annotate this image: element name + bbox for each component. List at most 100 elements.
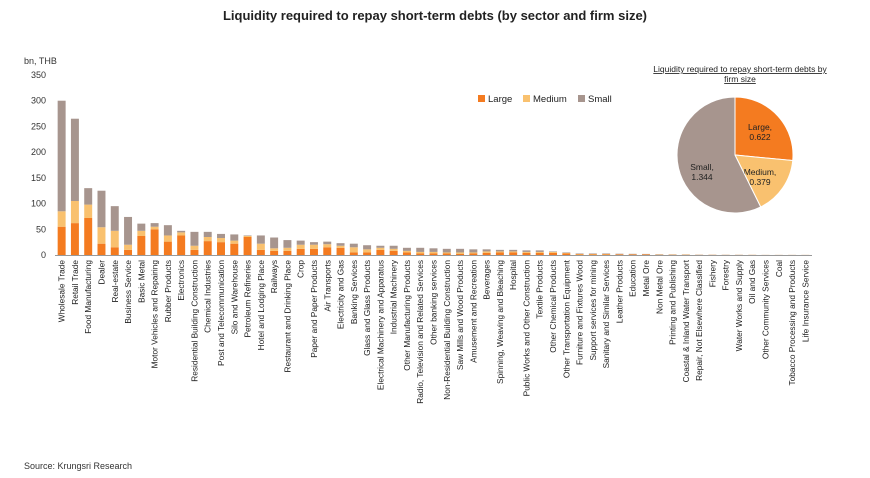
bar-segment-large <box>323 247 332 255</box>
bar-segment-large <box>349 252 358 255</box>
bar-segment-small <box>562 252 571 253</box>
bar-segment-large <box>363 252 372 255</box>
pie-slice-large <box>734 96 794 162</box>
pie-label-large: Large, 0.622 <box>748 122 772 142</box>
bar-segment-small <box>615 253 624 255</box>
bar-segment-small <box>217 233 225 239</box>
bar-segment-small <box>296 240 305 245</box>
bar-segment-large <box>376 249 385 255</box>
legend-swatch-large <box>478 95 485 102</box>
x-category-label: Hotel and Lodging Place <box>256 260 266 351</box>
pie-title: Liquidity required to repay short-term d… <box>653 64 827 84</box>
bar-segment-large <box>549 252 558 255</box>
legend-label-small: Small <box>588 94 612 105</box>
x-category-label: Amusement and Recreation <box>468 260 478 363</box>
bar-segment-small <box>163 225 172 236</box>
bar-segment-medium <box>429 251 438 254</box>
x-category-label: Support services for mining <box>588 260 598 361</box>
bar-segment-large <box>256 249 265 255</box>
bar-segment-small <box>57 100 66 212</box>
bar-chart-legend: Large Medium Small <box>478 94 612 105</box>
x-category-label: Fishery <box>707 259 717 287</box>
bar-segment-large <box>57 226 66 255</box>
bar-segment-medium <box>283 247 292 251</box>
x-category-label: Water Works and Supply <box>734 259 744 351</box>
bar-segment-small <box>363 245 372 250</box>
x-category-label: Food Manufacturing <box>83 260 93 334</box>
y-tick-label: 200 <box>31 147 46 157</box>
x-category-label: Radio, Television and Related Services <box>415 260 425 404</box>
x-category-label: Real-estate <box>110 260 120 303</box>
bar-segment-small <box>243 235 252 236</box>
x-category-label: Petroleum Refineries <box>243 260 253 337</box>
x-category-label: Sanitary and Similar Services <box>601 260 611 368</box>
bar-segment-large <box>190 249 199 255</box>
bar-segment-medium <box>243 235 252 237</box>
bar-segment-medium <box>402 250 411 253</box>
x-category-label: Metal Ore <box>641 260 651 297</box>
bar-segment-large <box>243 237 252 255</box>
bar-segment-medium <box>309 244 318 249</box>
bar-segment-small <box>442 248 451 253</box>
x-category-label: Saw Mills and Wood Products <box>455 260 465 370</box>
bar-segment-medium <box>588 253 597 255</box>
bar-segment-large <box>389 250 398 255</box>
x-category-label: Furniture and Fixtures Wood <box>575 260 585 365</box>
x-category-label: Leather Products <box>614 260 624 323</box>
bar-segment-small <box>283 240 292 248</box>
y-tick-label: 0 <box>41 250 46 260</box>
x-category-label: Other banking services <box>429 260 439 345</box>
x-category-label: Public Works and Other Construction <box>521 260 531 397</box>
x-category-label: Forestry <box>721 259 731 290</box>
x-category-label: Other Transportation Equipment <box>561 259 571 378</box>
x-category-label: Education <box>628 260 638 297</box>
y-axis-unit: bn, THB <box>24 56 57 66</box>
bar-segment-small <box>190 231 199 246</box>
bar-segment-medium <box>97 227 106 244</box>
bar-segment-medium <box>456 252 465 254</box>
bar-segment-large <box>217 242 225 255</box>
pie-label-small: Small, 1.344 <box>690 162 714 182</box>
bar-segment-large <box>402 252 411 255</box>
x-category-label: Railways <box>269 260 279 293</box>
bar-segment-large <box>522 252 531 255</box>
x-category-label: Banking Services <box>349 260 359 324</box>
bar-segment-small <box>256 235 265 244</box>
legend-swatch-small <box>578 95 585 102</box>
x-category-label: Beverages <box>482 260 492 300</box>
bar-segment-medium <box>549 251 558 253</box>
bar-segment-small <box>482 249 491 252</box>
chart-title: Liquidity required to repay short-term d… <box>222 8 648 23</box>
bar-segment-large <box>150 229 159 255</box>
bar-segment-small <box>110 206 119 231</box>
x-category-label: Oil and Gas <box>747 260 757 304</box>
bar-segment-large <box>429 253 438 255</box>
bar-segment-small <box>84 188 93 205</box>
bar-segment-large <box>163 241 172 255</box>
x-category-label: Chemical Industries <box>203 260 213 333</box>
x-category-label: Other Manufacturing Products <box>402 260 412 371</box>
bar-segment-medium <box>84 204 93 218</box>
y-tick-label: 350 <box>31 70 46 80</box>
bar-segment-small <box>323 241 332 245</box>
x-category-label: Hospital <box>508 260 518 290</box>
bar-segment-medium <box>270 248 279 251</box>
bar-segment-medium <box>562 252 571 254</box>
bar-segment-small <box>469 249 478 253</box>
x-category-label: Post and Telecommunication <box>216 260 226 366</box>
bar-segment-small <box>137 223 146 231</box>
bar-segment-medium <box>70 201 79 224</box>
bar-segment-medium <box>163 235 172 242</box>
x-category-label: Industrial Machinery <box>389 259 399 334</box>
bar-segment-small <box>549 251 558 252</box>
y-tick-label: 50 <box>36 224 46 234</box>
bar-segment-medium <box>482 251 491 253</box>
x-category-label: Crop <box>296 260 306 278</box>
bar-segment-small <box>522 250 531 252</box>
bar-segment-medium <box>124 244 133 250</box>
bar-segment-large <box>110 247 119 255</box>
x-category-label: Business Service <box>123 260 133 324</box>
bar-segment-small <box>349 243 358 248</box>
bar-segment-large <box>628 254 637 255</box>
bar-segment-large <box>84 217 93 255</box>
